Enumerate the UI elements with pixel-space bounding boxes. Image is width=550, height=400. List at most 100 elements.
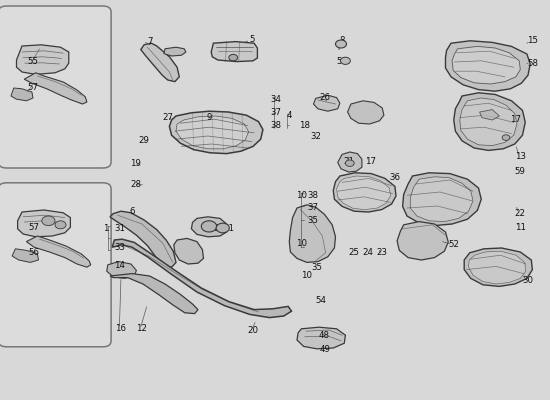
- Polygon shape: [289, 205, 336, 262]
- Polygon shape: [333, 173, 396, 212]
- Text: 10: 10: [301, 272, 312, 280]
- Text: 37: 37: [271, 108, 282, 117]
- Polygon shape: [403, 173, 481, 226]
- Text: 11: 11: [515, 223, 526, 232]
- Polygon shape: [110, 211, 176, 267]
- Polygon shape: [26, 236, 91, 267]
- Text: 7: 7: [147, 37, 152, 46]
- Circle shape: [345, 160, 354, 166]
- Polygon shape: [191, 217, 227, 237]
- Polygon shape: [338, 152, 362, 172]
- Polygon shape: [18, 210, 70, 237]
- Polygon shape: [11, 88, 33, 101]
- FancyBboxPatch shape: [0, 183, 111, 347]
- Circle shape: [201, 221, 217, 232]
- Polygon shape: [314, 95, 340, 111]
- Polygon shape: [297, 327, 345, 349]
- Text: 36: 36: [389, 173, 400, 182]
- Polygon shape: [337, 176, 390, 210]
- Polygon shape: [397, 222, 448, 260]
- Text: 27: 27: [163, 113, 174, 122]
- Text: 57: 57: [28, 84, 38, 92]
- Text: 16: 16: [116, 324, 127, 333]
- Circle shape: [229, 54, 238, 61]
- Text: 17: 17: [365, 157, 376, 166]
- Text: 22: 22: [515, 209, 526, 218]
- Text: 54: 54: [315, 296, 326, 305]
- Text: 8: 8: [339, 36, 345, 45]
- Circle shape: [55, 221, 66, 229]
- Text: 1: 1: [103, 224, 109, 233]
- Text: 10: 10: [296, 240, 307, 248]
- Text: 52: 52: [449, 240, 460, 249]
- Polygon shape: [110, 274, 198, 314]
- Polygon shape: [469, 251, 526, 284]
- Text: 4: 4: [287, 112, 292, 120]
- Text: 35: 35: [307, 216, 318, 225]
- Polygon shape: [174, 238, 204, 264]
- Text: 23: 23: [376, 248, 387, 257]
- Text: 24: 24: [362, 248, 373, 257]
- Polygon shape: [24, 73, 87, 104]
- Circle shape: [216, 223, 229, 233]
- Text: 31: 31: [114, 224, 125, 233]
- Text: 54: 54: [337, 58, 348, 66]
- Text: 21: 21: [343, 157, 354, 166]
- Text: 29: 29: [138, 136, 149, 145]
- Text: 58: 58: [527, 60, 538, 68]
- Polygon shape: [460, 98, 517, 146]
- Polygon shape: [348, 101, 384, 124]
- FancyBboxPatch shape: [0, 6, 111, 168]
- Text: 13: 13: [515, 152, 526, 161]
- Text: 59: 59: [515, 167, 526, 176]
- Circle shape: [336, 40, 346, 48]
- Text: 33: 33: [114, 243, 125, 252]
- Polygon shape: [211, 42, 257, 62]
- Text: 6: 6: [129, 208, 135, 216]
- Text: 28: 28: [130, 180, 141, 189]
- Text: 38: 38: [271, 121, 282, 130]
- Text: 49: 49: [319, 345, 330, 354]
- Polygon shape: [112, 239, 292, 318]
- Text: 35: 35: [312, 263, 323, 272]
- Text: 34: 34: [271, 96, 282, 104]
- Text: 18: 18: [299, 121, 310, 130]
- Text: 25: 25: [348, 248, 359, 257]
- Text: 48: 48: [319, 331, 330, 340]
- Polygon shape: [454, 93, 525, 150]
- Text: 10: 10: [296, 192, 307, 200]
- Polygon shape: [480, 110, 499, 120]
- Text: 37: 37: [307, 204, 318, 212]
- Text: 20: 20: [248, 326, 258, 335]
- Polygon shape: [169, 111, 263, 154]
- Circle shape: [340, 57, 350, 64]
- Text: 32: 32: [310, 132, 321, 141]
- Polygon shape: [446, 41, 530, 91]
- Polygon shape: [176, 116, 249, 149]
- Text: 56: 56: [29, 248, 40, 257]
- Polygon shape: [452, 46, 520, 84]
- Text: 9: 9: [206, 113, 212, 122]
- Polygon shape: [164, 47, 186, 56]
- Text: 12: 12: [136, 324, 147, 333]
- Text: 5: 5: [249, 36, 255, 44]
- Polygon shape: [141, 43, 179, 82]
- Circle shape: [42, 216, 55, 226]
- Polygon shape: [464, 248, 532, 286]
- Text: 17: 17: [510, 116, 521, 124]
- Text: 19: 19: [130, 160, 141, 168]
- Circle shape: [502, 135, 510, 140]
- Text: 57: 57: [29, 224, 40, 232]
- Text: 30: 30: [522, 276, 534, 285]
- Text: 26: 26: [319, 93, 330, 102]
- Polygon shape: [12, 249, 39, 262]
- Text: 55: 55: [28, 58, 38, 66]
- Polygon shape: [16, 45, 69, 74]
- Polygon shape: [107, 262, 136, 278]
- Text: 14: 14: [114, 261, 125, 270]
- Polygon shape: [410, 177, 473, 222]
- Text: 15: 15: [527, 36, 538, 45]
- Text: 50: 50: [208, 224, 219, 233]
- Text: 51: 51: [223, 224, 234, 233]
- Text: 38: 38: [307, 191, 318, 200]
